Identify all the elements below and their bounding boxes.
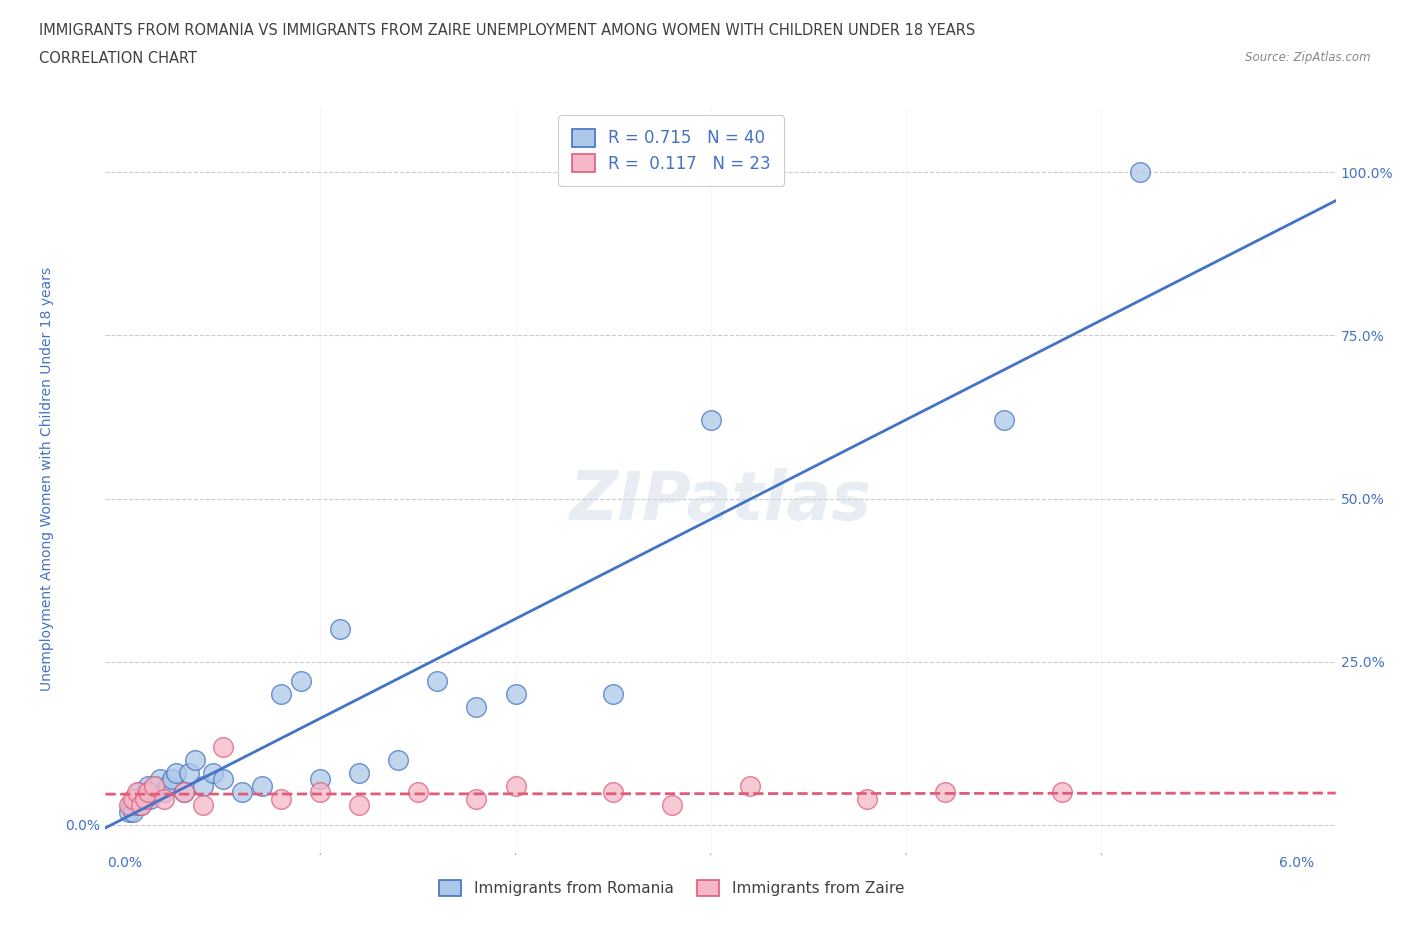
Point bbox=[129, 798, 152, 813]
Point bbox=[129, 798, 152, 813]
Point bbox=[153, 791, 176, 806]
Point bbox=[131, 791, 153, 806]
Point bbox=[191, 798, 214, 813]
Point bbox=[135, 785, 157, 800]
Point bbox=[250, 778, 273, 793]
Point bbox=[309, 785, 332, 800]
Point bbox=[139, 791, 162, 806]
Point bbox=[128, 785, 150, 800]
Point bbox=[349, 798, 371, 813]
Point bbox=[934, 785, 956, 800]
Point bbox=[141, 785, 163, 800]
Point bbox=[121, 804, 143, 819]
Point bbox=[145, 778, 167, 793]
Point bbox=[211, 739, 233, 754]
Y-axis label: Unemployment Among Women with Children Under 18 years: Unemployment Among Women with Children U… bbox=[41, 267, 55, 691]
Point bbox=[329, 621, 352, 636]
Point bbox=[387, 752, 409, 767]
Point bbox=[505, 778, 527, 793]
Point bbox=[153, 785, 176, 800]
Point bbox=[1129, 165, 1152, 179]
Point bbox=[231, 785, 253, 800]
Point bbox=[121, 791, 143, 806]
Point bbox=[270, 687, 292, 702]
Point bbox=[602, 785, 624, 800]
Point bbox=[201, 765, 224, 780]
Point bbox=[661, 798, 683, 813]
Point bbox=[125, 798, 148, 813]
Point bbox=[125, 785, 148, 800]
Point bbox=[173, 785, 195, 800]
Point bbox=[124, 791, 146, 806]
Point bbox=[993, 413, 1015, 428]
Text: ZIPatlas: ZIPatlas bbox=[569, 469, 872, 534]
Point bbox=[505, 687, 527, 702]
Point bbox=[270, 791, 292, 806]
Point bbox=[138, 785, 160, 800]
Point bbox=[602, 687, 624, 702]
Point bbox=[738, 778, 761, 793]
Point bbox=[191, 778, 214, 793]
Point bbox=[465, 791, 488, 806]
Point bbox=[465, 700, 488, 715]
Point bbox=[138, 778, 160, 793]
Point bbox=[700, 413, 723, 428]
Point bbox=[290, 674, 312, 689]
Point bbox=[118, 804, 141, 819]
Point bbox=[856, 791, 879, 806]
Legend: Immigrants from Romania, Immigrants from Zaire: Immigrants from Romania, Immigrants from… bbox=[427, 870, 915, 907]
Point bbox=[406, 785, 429, 800]
Text: Source: ZipAtlas.com: Source: ZipAtlas.com bbox=[1246, 51, 1371, 64]
Text: CORRELATION CHART: CORRELATION CHART bbox=[39, 51, 197, 66]
Point bbox=[309, 772, 332, 787]
Point bbox=[134, 791, 156, 806]
Point bbox=[149, 772, 172, 787]
Point bbox=[173, 785, 195, 800]
Point bbox=[1052, 785, 1074, 800]
Point bbox=[211, 772, 233, 787]
Point bbox=[160, 772, 183, 787]
Point bbox=[349, 765, 371, 780]
Point bbox=[118, 798, 141, 813]
Text: IMMIGRANTS FROM ROMANIA VS IMMIGRANTS FROM ZAIRE UNEMPLOYMENT AMONG WOMEN WITH C: IMMIGRANTS FROM ROMANIA VS IMMIGRANTS FR… bbox=[39, 23, 976, 38]
Point bbox=[184, 752, 207, 767]
Point bbox=[179, 765, 201, 780]
Point bbox=[156, 778, 179, 793]
Point bbox=[143, 778, 166, 793]
Point bbox=[120, 798, 142, 813]
Point bbox=[426, 674, 449, 689]
Point bbox=[165, 765, 187, 780]
Point bbox=[134, 791, 156, 806]
